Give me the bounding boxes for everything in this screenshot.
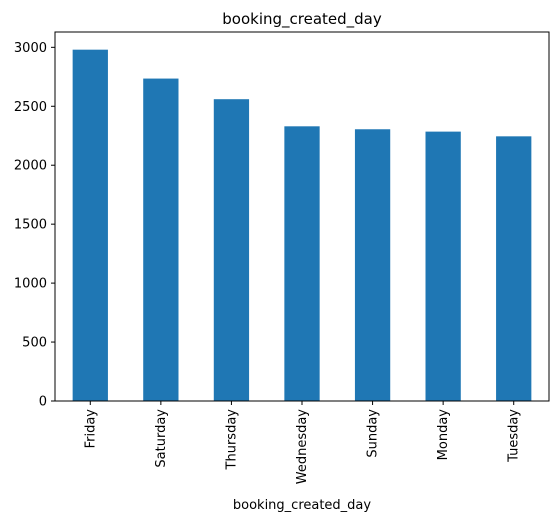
x-tick-label: Saturday bbox=[154, 409, 169, 468]
x-axis-title: booking_created_day bbox=[233, 498, 372, 513]
x-tick-label: Monday bbox=[436, 409, 451, 461]
bar-monday bbox=[425, 131, 461, 401]
y-tick-label: 3000 bbox=[14, 41, 47, 56]
x-tick-label: Thursday bbox=[224, 409, 239, 471]
y-tick-label: 0 bbox=[39, 395, 47, 410]
y-tick-label: 2500 bbox=[14, 100, 47, 115]
bars-group bbox=[72, 49, 532, 402]
bar-wednesday bbox=[284, 126, 320, 401]
y-tick-label: 2000 bbox=[14, 159, 47, 174]
bar-saturday bbox=[143, 78, 179, 401]
y-tick-label: 1000 bbox=[14, 277, 47, 292]
bar-friday bbox=[72, 49, 108, 402]
bar-thursday bbox=[213, 99, 250, 401]
x-tick-label: Friday bbox=[83, 409, 98, 449]
plot-frame bbox=[54, 31, 550, 402]
x-tick-label: Tuesday bbox=[507, 409, 522, 463]
x-tick-label: Wednesday bbox=[295, 409, 310, 485]
bar-sunday bbox=[354, 129, 391, 401]
y-tick-label: 500 bbox=[22, 336, 47, 351]
chart-title: booking_created_day bbox=[222, 10, 382, 29]
bar-tuesday bbox=[496, 136, 532, 401]
y-tick-label: 1500 bbox=[14, 218, 47, 233]
x-tick-label: Sunday bbox=[366, 409, 381, 458]
x-axis: Friday Saturday Thursday Wednesday Sunday Mon… bbox=[83, 401, 522, 485]
y-axis: 0 500 1000 1500 2000 2500 3000 bbox=[14, 41, 55, 410]
